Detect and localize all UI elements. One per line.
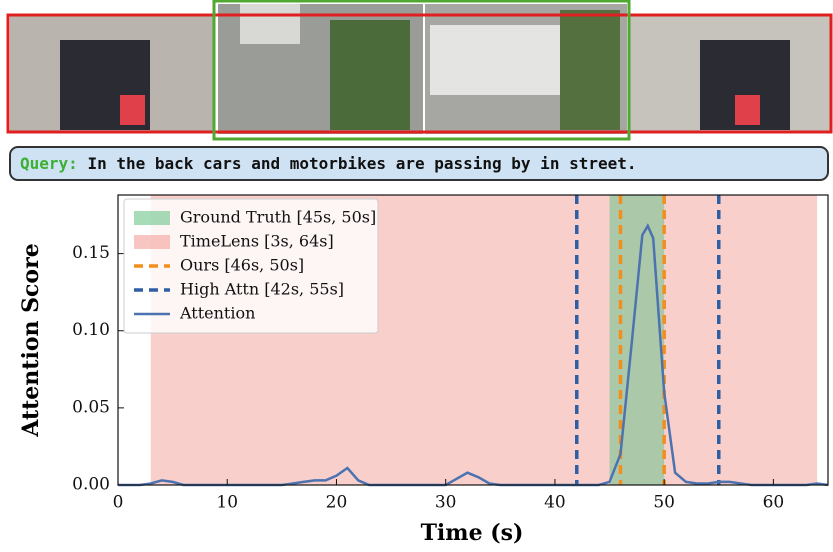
query-label: Query:: [20, 154, 78, 173]
x-tick-label: 20: [326, 493, 348, 513]
y-tick-label: 0.10: [72, 320, 110, 340]
y-axis-label: Attention Score: [18, 243, 44, 437]
video-frame-detail: [430, 25, 560, 95]
legend-label: Ours [46s, 50s]: [180, 256, 304, 275]
x-tick-label: 60: [763, 493, 785, 513]
video-frame-detail: [330, 20, 410, 130]
y-tick-label: 0.00: [72, 475, 110, 495]
video-frame-detail: [240, 4, 300, 44]
video-frame-detail: [735, 95, 760, 125]
span: [610, 195, 665, 485]
page: Query: In the back cars and motorbikes a…: [0, 0, 833, 552]
x-axis-label: Time (s): [421, 520, 524, 546]
x-tick-label: 50: [653, 493, 675, 513]
legend-label: High Attn [42s, 55s]: [180, 280, 344, 299]
y-tick-label: 0.15: [72, 243, 110, 263]
video-frame-detail: [120, 95, 145, 125]
x-tick-label: 0: [113, 493, 124, 513]
frame-strip: [8, 1, 831, 139]
legend-label: Attention: [179, 304, 255, 323]
legend-label: Ground Truth [45s, 50s]: [180, 208, 376, 227]
x-tick-label: 40: [544, 493, 566, 513]
x-tick-label: 30: [435, 493, 457, 513]
legend-swatch: [134, 211, 170, 225]
query-text: Query: In the back cars and motorbikes a…: [20, 154, 637, 173]
legend-swatch: [134, 235, 170, 249]
video-frame-detail: [560, 10, 620, 130]
x-tick-label: 10: [216, 493, 238, 513]
legend-label: TimeLens [3s, 64s]: [180, 232, 334, 251]
query: In the back cars and motorbikes are pass…: [87, 154, 636, 173]
y-tick-label: 0.05: [72, 397, 110, 417]
